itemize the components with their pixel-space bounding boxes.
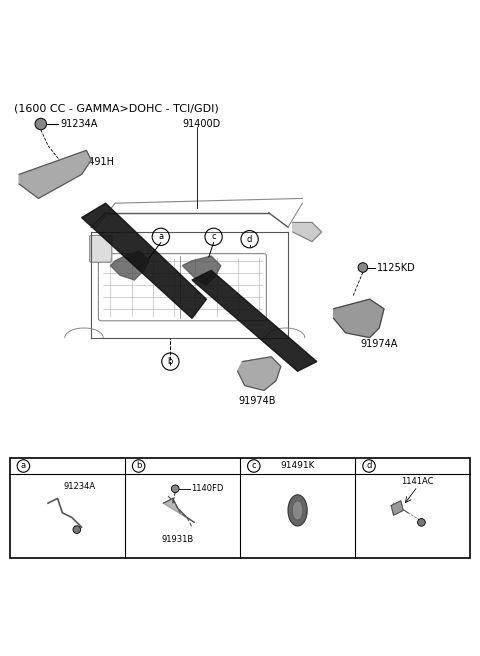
Circle shape bbox=[73, 525, 81, 533]
Text: a: a bbox=[158, 232, 163, 241]
Polygon shape bbox=[293, 222, 322, 241]
Circle shape bbox=[418, 518, 425, 526]
Circle shape bbox=[358, 262, 368, 272]
Text: (1600 CC - GAMMA>DOHC - TCI/GDI): (1600 CC - GAMMA>DOHC - TCI/GDI) bbox=[14, 104, 219, 113]
Polygon shape bbox=[110, 251, 149, 280]
Text: 91400D: 91400D bbox=[182, 119, 221, 129]
Polygon shape bbox=[238, 357, 281, 390]
Polygon shape bbox=[163, 499, 194, 522]
Text: 91491K: 91491K bbox=[280, 462, 315, 470]
Text: 91234A: 91234A bbox=[60, 119, 97, 129]
Text: d: d bbox=[366, 462, 372, 470]
Text: c: c bbox=[211, 232, 216, 241]
Circle shape bbox=[35, 118, 47, 130]
Text: 91974B: 91974B bbox=[238, 396, 276, 406]
Polygon shape bbox=[19, 150, 91, 198]
Bar bbox=[10, 458, 470, 558]
Text: 91931B: 91931B bbox=[161, 535, 194, 544]
Text: 1141AC: 1141AC bbox=[401, 477, 434, 486]
Polygon shape bbox=[182, 256, 221, 285]
Text: 1125KD: 1125KD bbox=[377, 262, 416, 272]
Text: b: b bbox=[168, 357, 173, 366]
FancyBboxPatch shape bbox=[90, 236, 112, 262]
Polygon shape bbox=[82, 203, 206, 318]
Text: a: a bbox=[21, 462, 26, 470]
Polygon shape bbox=[192, 270, 317, 371]
Polygon shape bbox=[391, 501, 403, 515]
Text: d: d bbox=[247, 235, 252, 243]
Polygon shape bbox=[334, 299, 384, 338]
Text: 1140FD: 1140FD bbox=[191, 484, 223, 493]
Text: 91974A: 91974A bbox=[360, 339, 397, 349]
Ellipse shape bbox=[288, 495, 307, 526]
Circle shape bbox=[171, 485, 179, 493]
Ellipse shape bbox=[292, 501, 303, 520]
Text: b: b bbox=[136, 462, 141, 470]
Text: 91234A: 91234A bbox=[63, 482, 95, 491]
Text: 91491H: 91491H bbox=[77, 157, 115, 167]
Text: c: c bbox=[252, 462, 256, 470]
